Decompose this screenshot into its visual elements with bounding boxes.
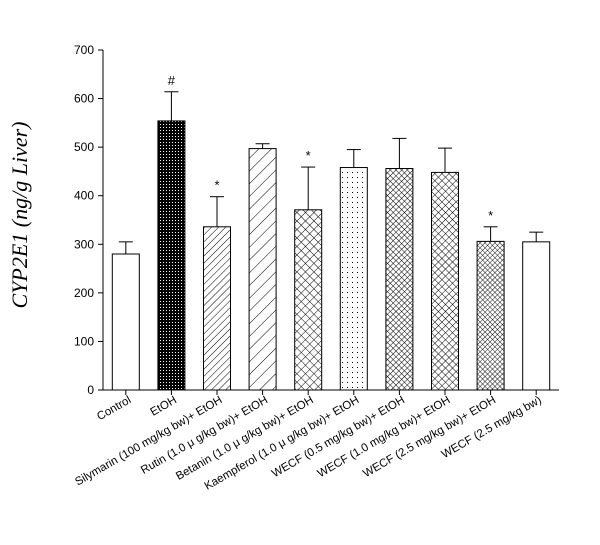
y-tick-label: 700 — [74, 43, 94, 57]
significance-marker: * — [488, 208, 493, 223]
bar — [157, 120, 186, 391]
bar — [385, 168, 414, 391]
bar — [111, 253, 140, 391]
bar — [294, 209, 323, 391]
y-tick-label: 0 — [87, 383, 94, 397]
y-tick-label: 500 — [74, 140, 94, 154]
bar — [203, 226, 231, 391]
bars: # * * * — [111, 73, 551, 391]
y-tick-label: 100 — [74, 334, 94, 348]
x-tick-label: Control — [95, 394, 133, 423]
bar — [431, 171, 459, 391]
bar — [476, 240, 505, 391]
significance-marker: * — [214, 178, 219, 193]
y-tick-label: 600 — [74, 92, 94, 106]
bar — [339, 167, 368, 391]
y-tick-label: 300 — [74, 237, 94, 251]
significance-marker: # — [168, 73, 176, 88]
bar — [248, 148, 277, 391]
x-tick-label: EtOH — [149, 394, 179, 418]
significance-marker: * — [306, 148, 311, 163]
y-tick-label: 400 — [74, 189, 94, 203]
bar — [522, 241, 551, 391]
y-axis-label: CYP2E1 (ng/g Liver) — [7, 122, 32, 309]
y-tick-label: 200 — [74, 286, 94, 300]
